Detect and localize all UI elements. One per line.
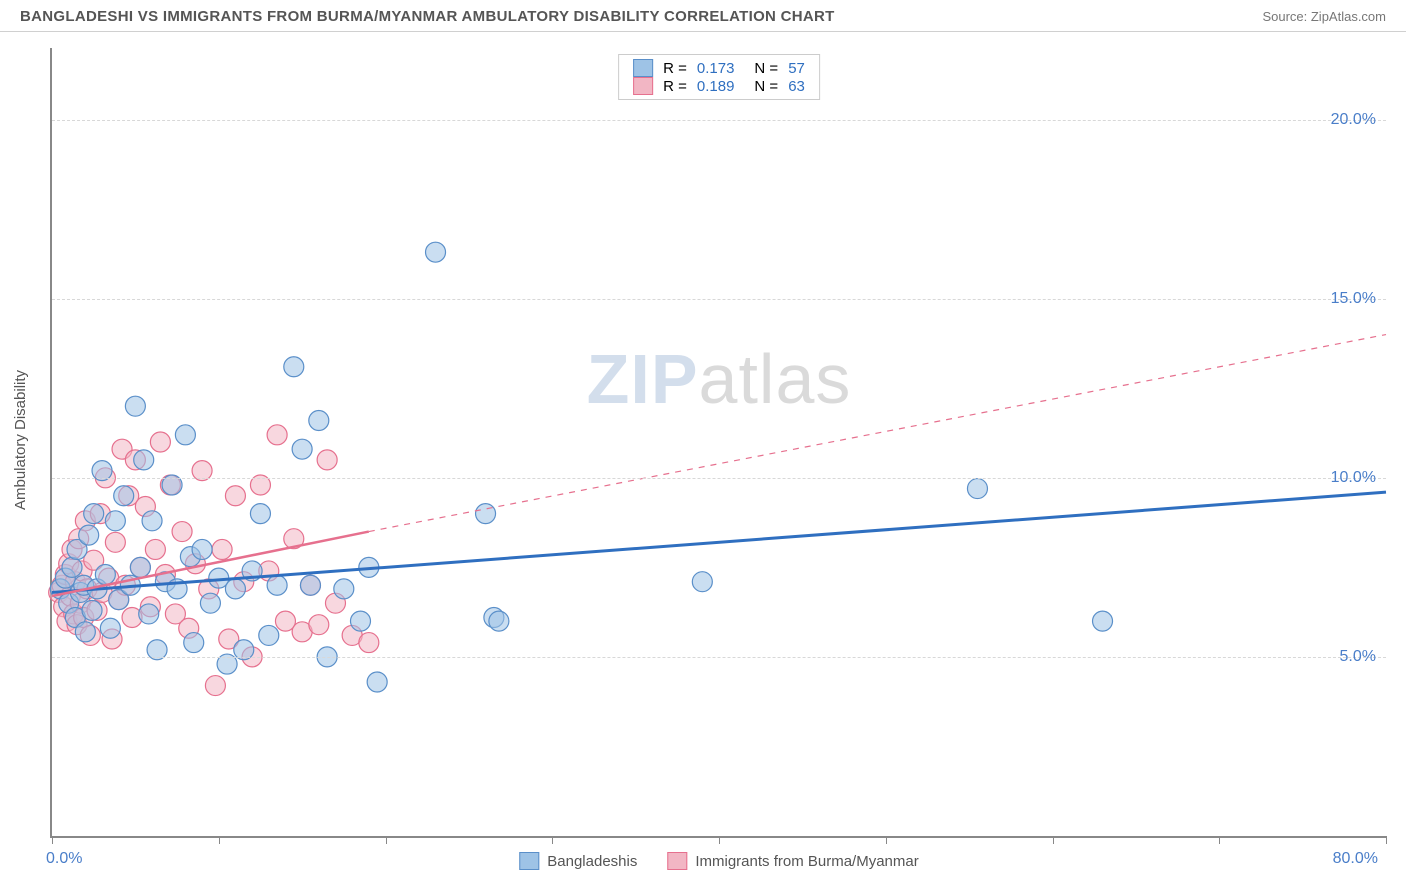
data-point (967, 479, 987, 499)
data-point (692, 572, 712, 592)
swatch-burma-icon (633, 77, 653, 95)
source: Source: ZipAtlas.com (1262, 9, 1386, 24)
data-point (139, 604, 159, 624)
x-axis-min-label: 0.0% (46, 850, 82, 868)
plot-area: ZIPatlas R = 0.173 N = 57 R = 0.189 N = … (50, 48, 1386, 838)
gridline (52, 120, 1386, 121)
n-value-bangladeshis: 57 (788, 60, 805, 77)
regression-line (369, 335, 1386, 532)
data-point (225, 486, 245, 506)
legend-series: Bangladeshis Immigrants from Burma/Myanm… (519, 852, 918, 870)
legend-item-bangladeshis: Bangladeshis (519, 852, 637, 870)
data-point (1093, 611, 1113, 631)
data-point (142, 511, 162, 531)
n-label: N = (754, 60, 778, 77)
data-point (172, 522, 192, 542)
data-point (100, 618, 120, 638)
y-axis-label: Ambulatory Disability (12, 370, 29, 510)
data-point (200, 593, 220, 613)
data-point (292, 439, 312, 459)
x-tick (1219, 836, 1220, 844)
x-tick (386, 836, 387, 844)
legend-row-burma: R = 0.189 N = 63 (633, 77, 805, 95)
swatch-burma-icon (667, 852, 687, 870)
data-point (426, 242, 446, 262)
title-bar: BANGLADESHI VS IMMIGRANTS FROM BURMA/MYA… (0, 0, 1406, 32)
data-point (300, 575, 320, 595)
gridline (52, 657, 1386, 658)
source-label: Source: (1262, 9, 1310, 24)
data-point (350, 611, 370, 631)
data-point (284, 357, 304, 377)
r-value-bangladeshis: 0.173 (697, 60, 735, 77)
x-axis-max-label: 80.0% (1333, 850, 1378, 868)
data-point (145, 539, 165, 559)
gridline (52, 299, 1386, 300)
data-point (114, 486, 134, 506)
swatch-bangladeshis-icon (633, 59, 653, 77)
data-point (267, 425, 287, 445)
x-tick (552, 836, 553, 844)
data-point (134, 450, 154, 470)
r-label: R = (663, 60, 687, 77)
y-tick-label: 5.0% (1340, 648, 1376, 666)
data-point (192, 539, 212, 559)
data-point (105, 532, 125, 552)
data-point (95, 565, 115, 585)
x-tick (52, 836, 53, 844)
data-point (212, 539, 232, 559)
data-point (82, 600, 102, 620)
r-label: R = (663, 78, 687, 95)
data-point (175, 425, 195, 445)
data-point (150, 432, 170, 452)
chart-title: BANGLADESHI VS IMMIGRANTS FROM BURMA/MYA… (20, 8, 835, 25)
data-point (62, 557, 82, 577)
data-point (205, 676, 225, 696)
data-point (105, 511, 125, 531)
data-point (225, 579, 245, 599)
data-point (317, 450, 337, 470)
data-point (489, 611, 509, 631)
legend-label-burma: Immigrants from Burma/Myanmar (695, 853, 918, 870)
data-point (84, 504, 104, 524)
legend-correlation: R = 0.173 N = 57 R = 0.189 N = 63 (618, 54, 820, 100)
x-tick (219, 836, 220, 844)
data-point (250, 504, 270, 524)
data-point (125, 396, 145, 416)
source-name: ZipAtlas.com (1311, 9, 1386, 24)
data-point (367, 672, 387, 692)
plot-svg (52, 48, 1386, 836)
data-point (334, 579, 354, 599)
n-label: N = (754, 78, 778, 95)
x-tick (1053, 836, 1054, 844)
r-value-burma: 0.189 (697, 78, 735, 95)
y-tick-label: 10.0% (1331, 469, 1376, 487)
data-point (79, 525, 99, 545)
data-point (75, 622, 95, 642)
data-point (184, 633, 204, 653)
data-point (309, 411, 329, 431)
legend-label-bangladeshis: Bangladeshis (547, 853, 637, 870)
n-value-burma: 63 (788, 78, 805, 95)
data-point (130, 557, 150, 577)
swatch-bangladeshis-icon (519, 852, 539, 870)
data-point (359, 633, 379, 653)
y-tick-label: 15.0% (1331, 290, 1376, 308)
data-point (476, 504, 496, 524)
data-point (259, 625, 279, 645)
legend-item-burma: Immigrants from Burma/Myanmar (667, 852, 918, 870)
data-point (309, 615, 329, 635)
legend-row-bangladeshis: R = 0.173 N = 57 (633, 59, 805, 77)
gridline (52, 478, 1386, 479)
x-tick (719, 836, 720, 844)
y-tick-label: 20.0% (1331, 111, 1376, 129)
x-tick (1386, 836, 1387, 844)
x-tick (886, 836, 887, 844)
data-point (267, 575, 287, 595)
